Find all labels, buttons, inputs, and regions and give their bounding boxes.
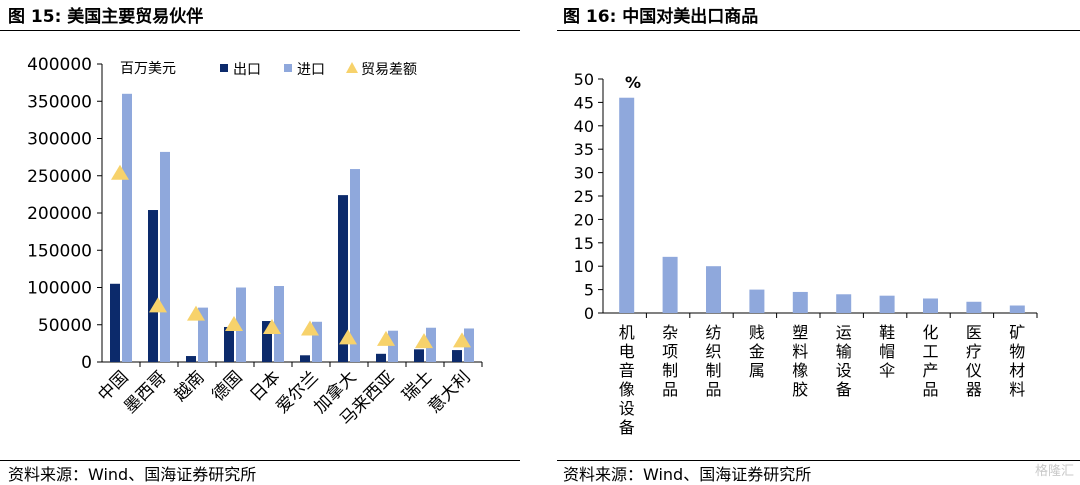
export-bar	[376, 353, 386, 362]
share-bar	[619, 97, 635, 313]
right-bottom-rule	[557, 460, 1080, 461]
y-tick-label: 40	[574, 117, 594, 136]
right-top-rule	[557, 30, 1080, 31]
left-figure-panel: 图 15: 美国主要贸易伙伴 0 50000 100000 150000 200000 2…	[0, 0, 520, 485]
y-unit-label: %	[625, 73, 641, 92]
export-bar	[262, 321, 272, 362]
legend-label: 贸易差额	[361, 62, 417, 78]
export-bar	[300, 355, 310, 362]
share-bar	[706, 266, 721, 313]
y-tick-label: 20	[574, 210, 594, 229]
left-figure-title: 图 15: 美国主要贸易伙伴	[8, 7, 204, 27]
trade-balance-marker	[187, 305, 205, 321]
trade-balance-marker	[377, 330, 395, 346]
export-bar	[452, 350, 462, 362]
y-tick-label: 45	[574, 93, 594, 112]
legend-swatch	[346, 62, 358, 73]
import-bar	[312, 321, 322, 362]
export-bar	[414, 349, 424, 362]
y-tick-label: 250000	[27, 167, 92, 187]
share-bar	[879, 295, 895, 313]
x-category-label: 纺织制品	[705, 323, 721, 399]
share-bar	[1009, 305, 1025, 313]
import-bar	[122, 93, 132, 363]
x-category-label: 德国	[208, 367, 246, 405]
import-bar	[160, 151, 170, 362]
y-tick-label: 25	[574, 187, 594, 206]
share-bar	[836, 294, 852, 313]
y-tick-label: 350000	[27, 92, 92, 112]
y-unit-label: 百万美元	[120, 61, 176, 77]
y-tick-label: 50	[574, 70, 594, 89]
trade-balance-marker	[263, 318, 281, 334]
x-category-label: 墨西哥	[120, 367, 170, 417]
trade-balance-marker	[149, 297, 167, 313]
import-bar	[236, 287, 246, 362]
x-category-label: 矿物材料	[1009, 323, 1025, 399]
right-source-note: 资料来源：Wind、国海证券研究所	[563, 465, 812, 484]
y-tick-label: 5	[584, 281, 594, 300]
export-bar	[148, 210, 158, 362]
watermark-logo: 格隆汇	[1034, 464, 1074, 479]
y-tick-label: 35	[574, 140, 594, 159]
x-category-label: 鞋帽伞	[879, 323, 895, 380]
y-tick-label: 200000	[27, 204, 92, 224]
x-category-label: 越南	[170, 367, 208, 405]
share-bar	[923, 298, 938, 313]
import-bar	[388, 330, 398, 362]
legend-swatch	[284, 64, 292, 72]
left-top-rule	[0, 30, 520, 31]
right-figure-panel: 图 16: 中国对美出口商品 0 5 10 15 20 25 30 35 40 45 50% 机电音像…	[557, 0, 1080, 485]
share-bar	[662, 256, 678, 313]
x-category-label: 机电音像设备	[619, 323, 635, 437]
x-category-label: 爱尔兰	[272, 367, 322, 417]
trade-balance-marker	[225, 316, 243, 332]
y-tick-label: 30	[574, 164, 594, 183]
export-goods-chart: 0 5 10 15 20 25 30 35 40 45 50 % 机电音像设备 杂项制品 纺织制品 贱金属 塑料…	[574, 70, 1038, 437]
y-tick-label: 400000	[27, 55, 92, 75]
share-bar	[792, 291, 808, 313]
legend-label: 出口	[233, 62, 261, 78]
export-bar	[110, 283, 120, 362]
y-tick-label: 10	[574, 257, 594, 276]
y-tick-label: 150000	[27, 241, 92, 261]
y-tick-label: 15	[574, 234, 594, 253]
export-bar	[186, 356, 196, 362]
share-bar	[749, 289, 765, 313]
trade-balance-marker	[339, 329, 357, 345]
import-bar	[350, 169, 360, 362]
import-bar	[198, 307, 208, 362]
legend-swatch	[220, 64, 228, 72]
left-source-note: 资料来源：Wind、国海证券研究所	[8, 465, 257, 484]
share-bar	[966, 301, 982, 313]
legend-label: 进口	[297, 62, 325, 78]
trade-balance-marker	[415, 333, 433, 349]
export-bar	[338, 195, 348, 362]
x-category-label: 运输设备	[836, 323, 852, 399]
y-tick-label: 0	[81, 353, 92, 373]
x-category-label: 杂项制品	[662, 323, 678, 399]
export-bar	[224, 326, 234, 362]
trade-balance-marker	[111, 164, 129, 180]
left-bottom-rule	[0, 460, 520, 461]
x-category-label: 贱金属	[749, 323, 765, 380]
import-bar	[274, 286, 284, 362]
trade-balance-marker	[453, 332, 471, 348]
x-category-label: 塑料橡胶	[792, 323, 808, 399]
trade-partners-chart: 0 50000 100000 150000 200000 250000 300000 3500…	[27, 55, 483, 430]
y-tick-label: 300000	[27, 130, 92, 150]
y-tick-label: 0	[584, 304, 594, 323]
y-tick-label: 50000	[38, 316, 92, 336]
trade-balance-marker	[301, 320, 319, 336]
x-category-label: 意大利	[424, 367, 474, 417]
y-tick-label: 100000	[27, 279, 92, 299]
x-category-label: 医疗仪器	[966, 323, 982, 399]
x-category-label: 化工产品	[922, 323, 938, 399]
right-figure-title: 图 16: 中国对美出口商品	[563, 7, 759, 27]
